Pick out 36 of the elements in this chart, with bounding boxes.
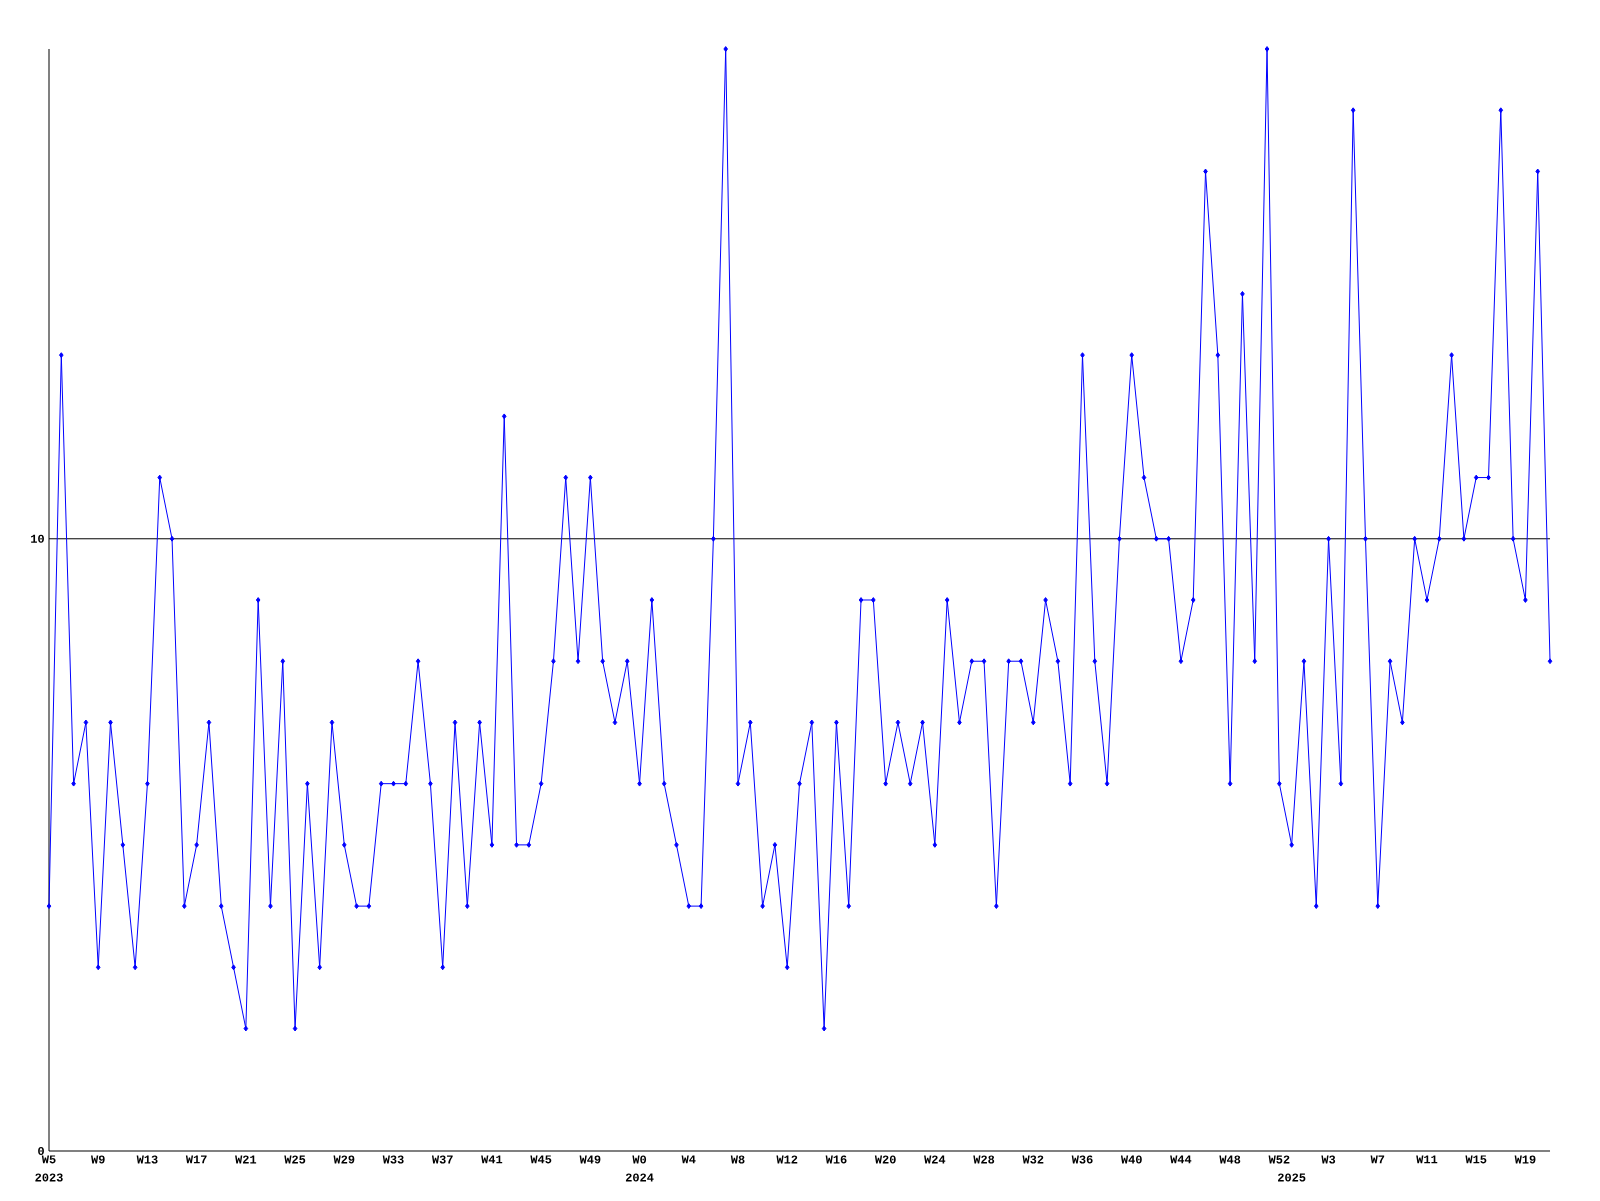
x-tick-label: W17 [185,1155,207,1164]
x-tick-label: W11 [1416,1155,1438,1164]
x-tick-label: W13 [136,1155,158,1164]
x-tick-label: W19 [1514,1155,1536,1164]
x-tick-label: W3 [1321,1155,1336,1164]
x-tick-label: W20 [874,1155,896,1164]
x-tick-label: W15 [1465,1155,1487,1164]
x-tick-label: W40 [1120,1155,1142,1164]
x-tick-label: W44 [1170,1155,1192,1164]
text: 2025 [1278,1173,1306,1182]
text: 2024 [625,1173,654,1182]
x-tick-label: W41 [481,1155,503,1164]
x-tick-label: W52 [1268,1155,1290,1164]
x-tick-label: W21 [235,1155,257,1164]
x-tick-label: W5 [41,1155,56,1164]
x-tick-label: W8 [730,1155,745,1164]
x-tick-label: W25 [284,1155,306,1164]
x-tick-label: W36 [1071,1155,1093,1164]
x-tick-label: W0 [632,1155,647,1164]
x-tick-label: W37 [431,1155,453,1164]
x-tick-label: W28 [973,1155,995,1164]
x-tick-label: W16 [825,1155,847,1164]
x-tick-label: W32 [1022,1155,1044,1164]
y-tick-label: 0 [38,1146,44,1156]
x-tick-label: W33 [382,1155,404,1164]
x-tick-label: W24 [924,1155,946,1164]
x-tick-label: W4 [681,1155,696,1164]
x-tick-label: W12 [776,1155,798,1164]
x-tick-label: W49 [579,1155,601,1164]
x-tick-label: W9 [91,1155,105,1164]
text: 2023 [35,1173,63,1182]
x-tick-label: W45 [530,1155,552,1164]
x-tick-label: W29 [333,1155,355,1164]
x-tick-label: W7 [1370,1155,1385,1164]
y-tick-label: 10 [31,534,44,543]
x-tick-label: W48 [1219,1155,1241,1164]
